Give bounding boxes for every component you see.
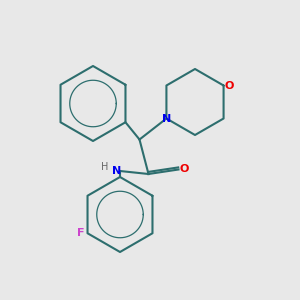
Text: N: N (162, 113, 171, 124)
Text: O: O (224, 80, 234, 91)
Text: O: O (179, 164, 189, 175)
Text: N: N (112, 166, 121, 176)
Text: F: F (77, 228, 85, 238)
Text: H: H (101, 162, 109, 172)
